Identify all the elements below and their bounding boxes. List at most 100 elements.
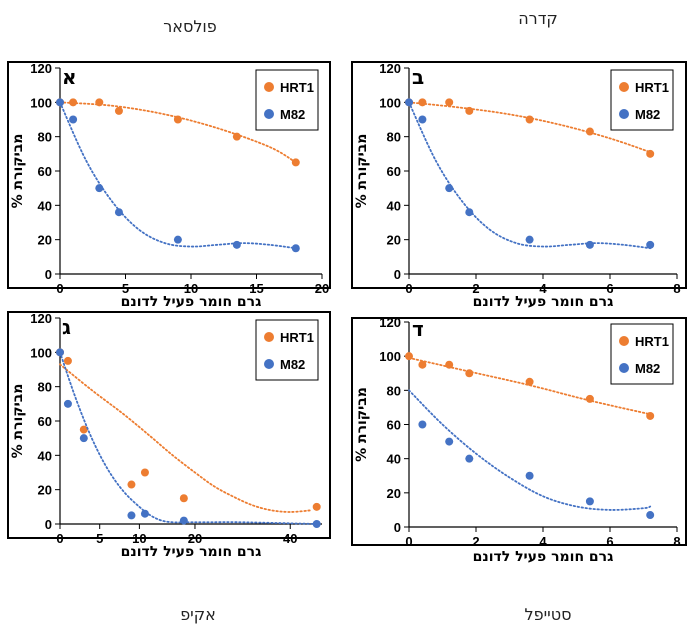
panel-frame: [351, 317, 687, 546]
legend-marker-hrt1: [619, 336, 629, 346]
data-point-hrt1: [465, 369, 474, 378]
trendline-hrt1: [408, 101, 652, 154]
trendline-hrt1: [59, 101, 297, 164]
data-point-hrt1: [179, 494, 188, 503]
data-point-m82: [56, 348, 64, 357]
legend-label-hrt1: HRT1: [280, 330, 314, 345]
data-point-m82: [179, 516, 188, 525]
y-tick-label: 0: [45, 517, 52, 532]
chart-panel-4: ד 0 20 40 60 80 100 120 0 2 4 6 8 גרם חומר פעיל לדונם…: [351, 315, 687, 565]
data-point-hrt1: [646, 411, 655, 420]
legend-marker-m82: [264, 359, 274, 369]
trendline-hrt1: [59, 363, 313, 513]
data-point-hrt1: [127, 480, 136, 489]
data-point-hrt1: [646, 149, 655, 158]
x-axis-title: גרם חומר פעיל לדונם: [121, 544, 262, 560]
legend-box: [610, 323, 674, 385]
data-point-hrt1: [114, 106, 123, 115]
legend-label-hrt1: HRT1: [635, 334, 669, 349]
x-tick-label: 40: [283, 531, 297, 546]
y-tick-label: 20: [38, 483, 52, 498]
trendline-m82: [59, 351, 318, 525]
data-point-hrt1: [405, 352, 413, 361]
y-tick-label: 100: [30, 345, 52, 360]
chemical-name-kadra: קדרה: [518, 9, 558, 28]
y-tick-label: 100: [379, 95, 401, 110]
legend-label-hrt1: HRT1: [280, 80, 314, 95]
data-point-m82: [79, 434, 88, 443]
x-tick-label: 10: [184, 281, 198, 296]
x-tick-label: 20: [315, 281, 329, 296]
chart-panel-3: ג 0 20 40 60 80 100 120 0 5 10 20 40 גרם חומר פעיל לד…: [7, 311, 331, 560]
trendline-m82: [408, 101, 652, 250]
x-axis-title: גרם חומר פעיל לדונם: [473, 549, 614, 565]
x-axis-title: גרם חומר פעיל לדונם: [121, 294, 262, 310]
data-point-m82: [465, 454, 474, 463]
data-point-m82: [405, 98, 413, 107]
y-tick-label: 80: [38, 380, 52, 395]
data-point-m82: [140, 509, 149, 518]
data-point-hrt1: [173, 115, 182, 124]
y-tick-label: 80: [387, 130, 401, 145]
data-point-hrt1: [232, 132, 241, 141]
data-point-hrt1: [291, 158, 300, 167]
legend-label-m82: M82: [635, 107, 660, 122]
x-tick-label: 20: [188, 531, 202, 546]
y-axis-title: % מביקורת: [354, 387, 370, 462]
y-tick-label: 60: [38, 414, 52, 429]
data-point-hrt1: [418, 98, 427, 107]
x-tick-label: 6: [606, 281, 613, 296]
x-tick-label: 0: [405, 281, 412, 296]
data-point-m82: [525, 471, 534, 480]
data-point-hrt1: [95, 98, 104, 107]
data-point-m82: [418, 115, 427, 124]
legend-label-m82: M82: [280, 107, 305, 122]
y-tick-label: 0: [394, 267, 401, 282]
y-tick-label: 120: [30, 61, 52, 76]
legend-marker-m82: [619, 363, 629, 373]
data-point-m82: [95, 184, 104, 193]
data-point-m82: [291, 244, 300, 253]
y-tick-label: 40: [387, 198, 401, 213]
data-point-hrt1: [445, 360, 454, 369]
data-point-hrt1: [418, 360, 427, 369]
data-point-hrt1: [140, 468, 149, 477]
panel-letter: א: [62, 65, 77, 89]
legend-marker-hrt1: [264, 332, 274, 342]
y-axis-title: % מביקורת: [10, 134, 26, 209]
data-point-hrt1: [445, 98, 454, 107]
x-tick-label: 2: [472, 281, 479, 296]
data-point-m82: [646, 511, 655, 520]
data-point-hrt1: [69, 98, 78, 107]
legend-box: [610, 69, 674, 131]
chemical-name-staple: סטייפל: [525, 605, 572, 624]
panel-letter: ב: [412, 65, 424, 89]
chemical-name-pulsar: פולסאר: [163, 17, 217, 36]
legend-label-m82: M82: [635, 361, 660, 376]
data-point-m82: [127, 511, 136, 520]
legend-box: [255, 69, 319, 131]
data-point-m82: [418, 420, 427, 429]
chemical-name-akip: אקיפ: [180, 605, 216, 624]
y-tick-label: 0: [394, 520, 401, 535]
data-point-m82: [525, 235, 534, 244]
data-point-m82: [69, 115, 78, 124]
data-point-m82: [445, 184, 454, 193]
legend-label-hrt1: HRT1: [635, 80, 669, 95]
data-point-m82: [63, 399, 72, 408]
x-tick-label: 6: [606, 534, 613, 549]
y-tick-label: 40: [38, 448, 52, 463]
x-tick-label: 15: [249, 281, 263, 296]
y-axis-title: % מביקורת: [10, 384, 26, 459]
x-tick-label: 2: [472, 534, 479, 549]
data-point-m82: [585, 240, 594, 249]
panel-letter: ד: [412, 317, 424, 341]
data-point-hrt1: [525, 377, 534, 386]
legend-box: [255, 319, 319, 381]
x-tick-label: 5: [122, 281, 129, 296]
data-point-hrt1: [312, 502, 321, 511]
data-point-hrt1: [465, 106, 474, 115]
data-point-hrt1: [525, 115, 534, 124]
y-tick-label: 20: [387, 233, 401, 248]
